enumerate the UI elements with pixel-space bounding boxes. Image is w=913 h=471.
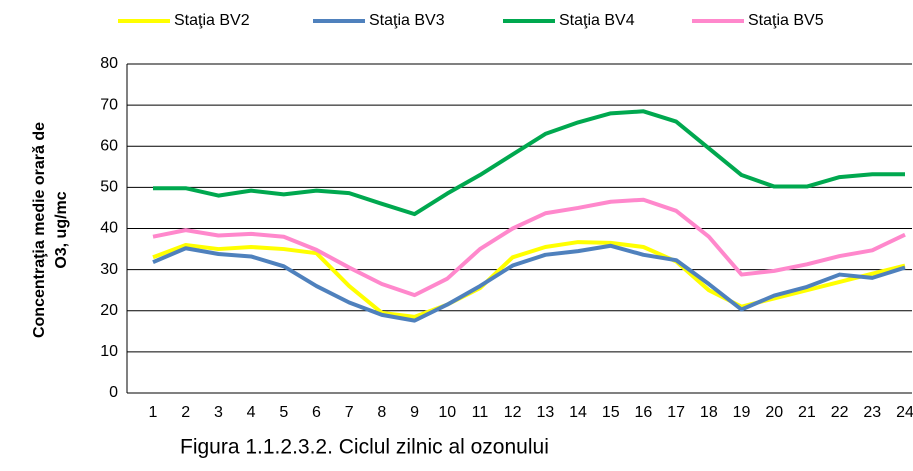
x-tick-label: 7 (345, 404, 354, 421)
series-line (152, 197, 906, 298)
y-tick-label: 50 (100, 179, 118, 196)
x-tick-label: 24 (896, 404, 913, 421)
y-tick-label: 0 (109, 384, 118, 401)
series-line (153, 109, 905, 217)
x-tick-label: 20 (765, 404, 783, 421)
x-tick-label: 11 (472, 404, 489, 421)
legend-label: Staţia BV5 (748, 12, 824, 29)
x-tick-label: 16 (635, 404, 653, 421)
x-tick-label: 2 (181, 404, 190, 421)
x-tick-label: 12 (504, 404, 522, 421)
x-tick-label: 8 (377, 404, 386, 421)
x-tick-label: 15 (602, 404, 620, 421)
y-tick-label: 60 (100, 137, 118, 154)
legend-label: Staţia BV4 (559, 12, 635, 29)
x-tick-label: 4 (247, 404, 256, 421)
x-tick-label: 14 (569, 404, 587, 421)
y-label-line: O3, ug/mc (53, 191, 70, 268)
legend-label: Staţia BV3 (369, 12, 445, 29)
x-tick-label: 18 (700, 404, 718, 421)
x-tick-label: 10 (438, 404, 456, 421)
chart-title: Figura 1.1.2.3.2. Ciclul zilnic al ozonu… (180, 436, 549, 459)
y-tick-label: 10 (100, 343, 118, 360)
x-tick-label: 21 (798, 404, 816, 421)
x-tick-label: 17 (667, 404, 685, 421)
y-tick-label: 20 (100, 302, 118, 319)
x-tick-label: 6 (312, 404, 321, 421)
legend-label: Staţia BV2 (174, 12, 250, 29)
x-tick-label: 9 (410, 404, 419, 421)
x-tick-label: 23 (863, 404, 881, 421)
y-axis-label: Concentraţia medie orarǎ de O3, ug/mc (31, 122, 70, 338)
y-tick-label: 40 (100, 220, 118, 237)
x-tick-label: 3 (214, 404, 223, 421)
series-line (152, 243, 906, 323)
series-line (152, 240, 906, 319)
y-tick-label: 30 (100, 261, 118, 278)
y-tick-label: 80 (100, 55, 118, 72)
x-tick-label: 1 (149, 404, 158, 421)
y-tick-label: 70 (100, 96, 118, 113)
x-tick-label: 5 (279, 404, 288, 421)
x-tick-label: 22 (831, 404, 849, 421)
x-tick-label: 19 (733, 404, 751, 421)
x-tick-label: 13 (536, 404, 554, 421)
y-label-line: Concentraţia medie orarǎ de (31, 122, 48, 338)
